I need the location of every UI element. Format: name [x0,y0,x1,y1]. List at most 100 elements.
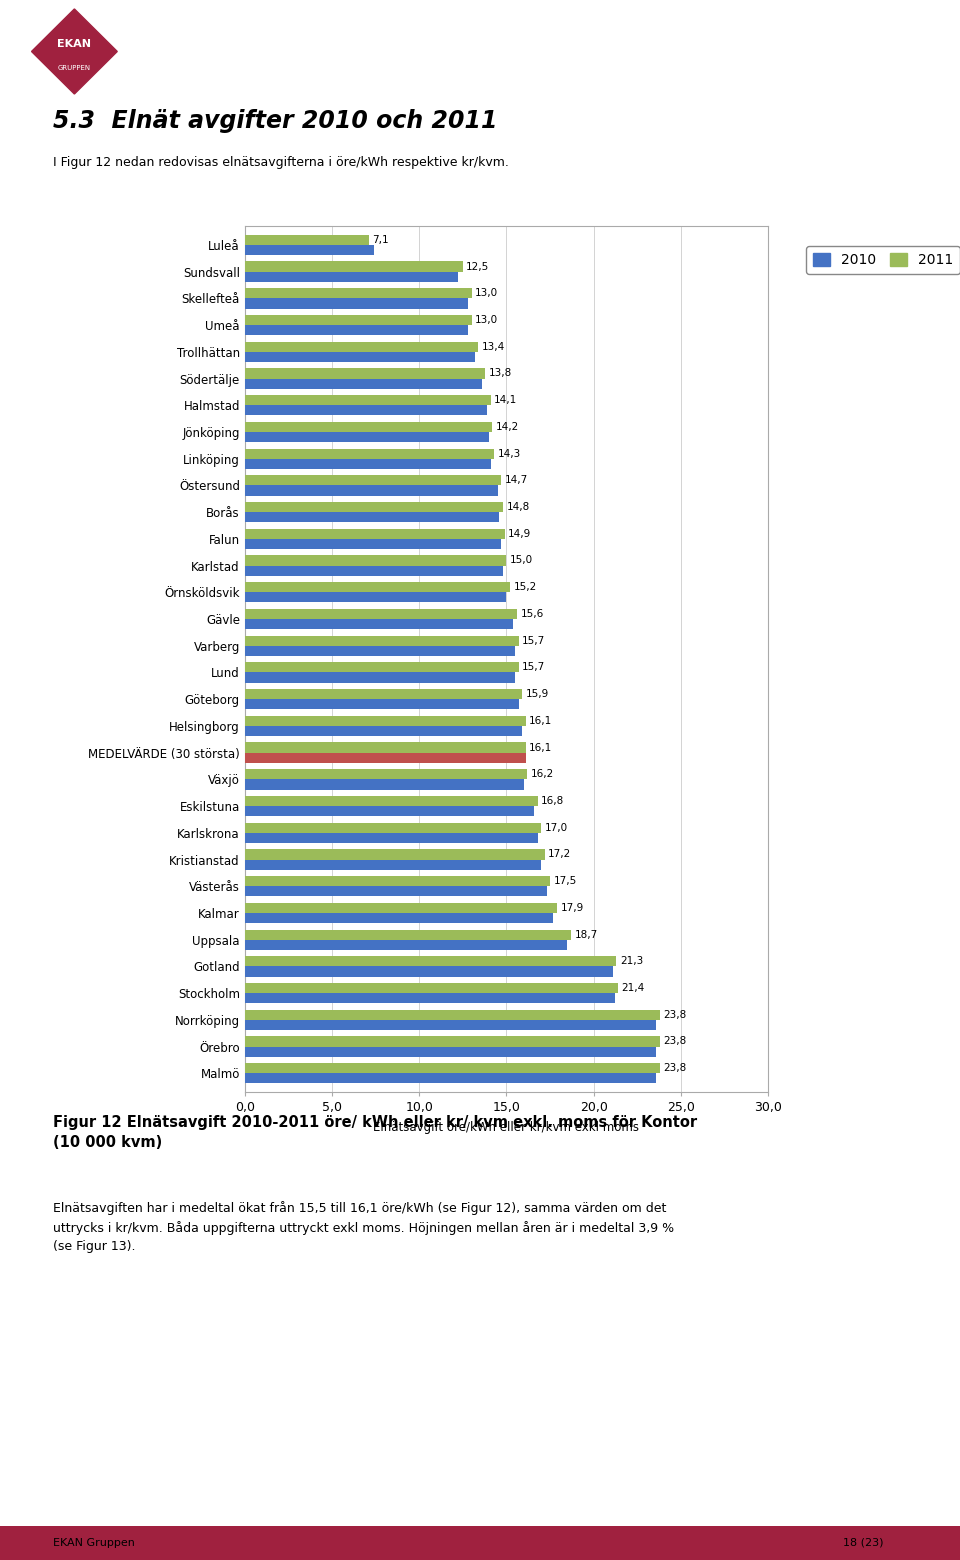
Text: EKAN Gruppen: EKAN Gruppen [53,1538,134,1548]
Bar [245,353,475,362]
Bar [245,966,612,977]
Text: 13,4: 13,4 [482,342,505,351]
X-axis label: Elnätsavgift öre/kWh eller kr/kvm exkl moms: Elnätsavgift öre/kWh eller kr/kvm exkl m… [373,1122,639,1134]
Text: 15,9: 15,9 [525,690,549,699]
Bar [245,271,458,282]
Bar [245,555,507,566]
Bar [245,983,618,994]
Bar [245,234,369,245]
Bar [245,822,541,833]
Bar [245,699,518,710]
Bar [245,289,471,298]
Text: 15,7: 15,7 [522,635,545,646]
Bar [245,421,492,432]
Bar [245,432,489,441]
Text: 17,9: 17,9 [561,903,584,913]
Bar [245,913,554,924]
Text: 23,8: 23,8 [663,1036,686,1047]
Bar [245,939,567,950]
Text: 14,9: 14,9 [508,529,532,538]
Text: 14,7: 14,7 [505,476,528,485]
Text: 15,6: 15,6 [520,608,543,619]
Text: GRUPPEN: GRUPPEN [58,66,91,70]
Bar [245,298,468,309]
Text: 16,1: 16,1 [529,743,552,752]
Bar [245,1036,660,1047]
Bar [245,379,482,388]
Bar [245,1047,657,1056]
Bar [245,619,514,629]
Text: 21,4: 21,4 [621,983,645,994]
Bar [245,796,538,807]
Bar [245,485,497,496]
Text: 13,0: 13,0 [475,315,498,324]
Text: 17,2: 17,2 [548,850,571,860]
Bar [245,743,525,752]
Bar [245,324,468,335]
Text: 23,8: 23,8 [663,1009,686,1020]
Bar [245,1073,657,1084]
Text: 23,8: 23,8 [663,1064,686,1073]
Text: 15,0: 15,0 [510,555,533,565]
Bar [245,672,516,683]
Text: 7,1: 7,1 [372,236,389,245]
Bar [245,582,510,593]
Text: 16,2: 16,2 [531,769,554,780]
Bar [245,780,524,789]
Text: 17,0: 17,0 [544,822,568,833]
Bar [245,646,516,655]
Bar [245,690,522,699]
Polygon shape [32,9,117,94]
Bar [245,663,518,672]
Bar [245,245,373,254]
Bar [245,342,478,353]
Bar [245,752,525,763]
Bar [245,1020,657,1030]
Bar [245,512,499,523]
Bar [245,769,527,780]
Bar [245,860,541,869]
Text: EKAN: EKAN [58,39,91,50]
Bar [245,807,535,816]
Text: 13,0: 13,0 [475,289,498,298]
Bar [245,886,546,897]
Text: 14,8: 14,8 [507,502,530,512]
Bar [245,368,486,379]
Text: 12,5: 12,5 [467,262,490,271]
Bar [245,315,471,324]
Bar [245,635,518,646]
Text: 16,8: 16,8 [541,796,564,807]
Bar [245,903,557,913]
Bar [245,725,522,736]
Bar [245,716,525,725]
Bar [245,449,494,459]
Text: 18,7: 18,7 [574,930,598,939]
Bar [245,956,616,966]
Bar [245,538,501,549]
Bar [245,406,488,415]
Bar [245,459,491,470]
Bar [245,833,538,842]
Text: 14,1: 14,1 [494,395,517,406]
Text: 15,2: 15,2 [514,582,537,593]
Bar [245,849,544,860]
Bar [245,608,516,619]
Bar [245,593,507,602]
Text: 5.3  Elnät avgifter 2010 och 2011: 5.3 Elnät avgifter 2010 och 2011 [53,109,497,133]
Text: 14,2: 14,2 [496,421,519,432]
Text: 14,3: 14,3 [497,449,521,459]
Bar [245,877,550,886]
Text: 16,1: 16,1 [529,716,552,725]
Bar [245,529,505,538]
Legend: 2010, 2011: 2010, 2011 [806,246,960,275]
Text: 13,8: 13,8 [489,368,513,379]
Text: 21,3: 21,3 [620,956,643,966]
Bar [245,930,571,939]
Text: Figur 12 Elnätsavgift 2010-2011 öre/ kWh eller kr/ kvm exkl. moms för Kontor
(10: Figur 12 Elnätsavgift 2010-2011 öre/ kWh… [53,1115,697,1150]
Bar [245,1009,660,1020]
Bar [245,262,463,271]
Bar [245,502,503,512]
Bar [245,566,503,576]
Text: 15,7: 15,7 [522,663,545,672]
Text: 17,5: 17,5 [554,877,577,886]
